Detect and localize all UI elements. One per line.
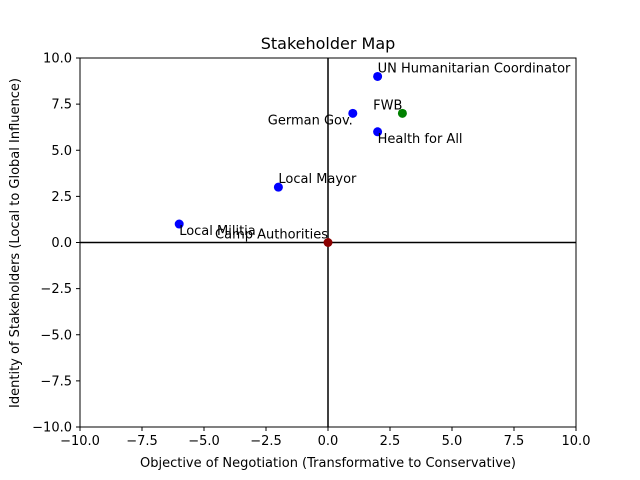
data-points	[174, 71, 407, 247]
data-point	[174, 219, 184, 229]
y-tick-label: −5.0	[40, 328, 72, 343]
x-axis-label: Objective of Negotiation (Transformative…	[140, 456, 516, 471]
point-label: Health for All	[378, 132, 463, 147]
data-point	[273, 182, 283, 192]
y-tick-label: 7.5	[51, 98, 72, 113]
point-label: Local Militia	[179, 224, 256, 239]
axis-ticks: −10.0 −7.5 −5.0 −2.5 0.0 2.5 5.0 7.5 10.0 −10.0 −7…	[32, 52, 590, 450]
point-labels: UN Humanitarian Coordinator FWB German Gov…	[179, 61, 571, 242]
point-label: Camp Authorities	[215, 228, 328, 243]
y-tick-label: 0.0	[51, 236, 72, 251]
y-tick-label: 2.5	[51, 190, 72, 205]
point-label: FWB	[373, 98, 402, 113]
x-tick-label: −10.0	[60, 434, 100, 449]
x-tick-label: −2.5	[250, 434, 282, 449]
y-tick-label: 10.0	[43, 52, 72, 67]
y-tick-label: 5.0	[51, 144, 72, 159]
x-tick-label: −5.0	[188, 434, 220, 449]
y-tick-label: −7.5	[40, 374, 72, 389]
point-label: Local Mayor	[278, 172, 357, 187]
point-label: UN Humanitarian Coordinator	[378, 61, 571, 76]
x-tick-label: 0.0	[318, 434, 339, 449]
data-point	[373, 71, 383, 81]
y-tick-label: −2.5	[40, 282, 72, 297]
x-tick-label: 2.5	[380, 434, 401, 449]
data-point	[323, 238, 333, 247]
x-tick-label: 10.0	[562, 434, 591, 449]
x-tick-label: 5.0	[442, 434, 463, 449]
data-point	[373, 127, 383, 137]
x-tick-label: 7.5	[504, 434, 525, 449]
y-axis-label: Identity of Stakeholders (Local to Globa…	[8, 78, 23, 408]
data-point	[397, 108, 407, 118]
data-point	[348, 108, 358, 118]
point-label: German Gov.	[268, 113, 353, 128]
x-tick-label: −7.5	[126, 434, 158, 449]
y-tick-label: −10.0	[32, 421, 72, 436]
chart-title: Stakeholder Map	[261, 34, 396, 53]
